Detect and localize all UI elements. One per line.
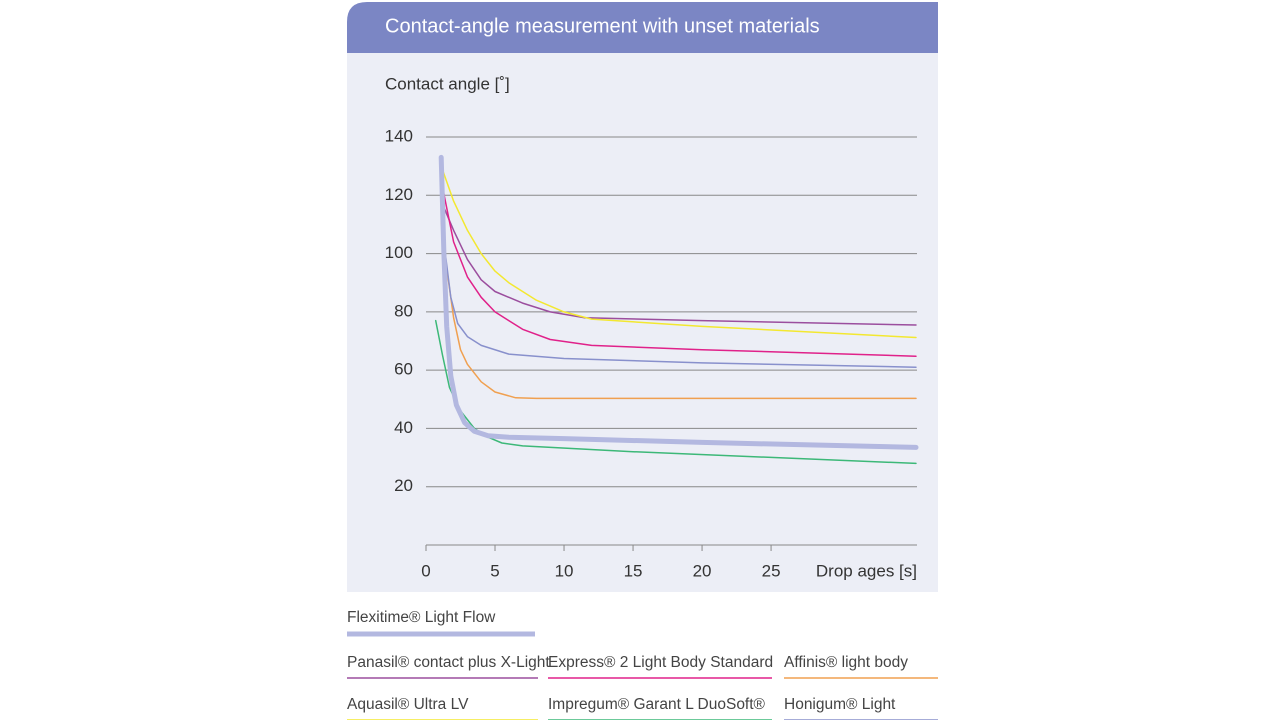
x-tick-label: 25 [762,561,781,580]
x-axis-label: Drop ages [s] [816,561,917,580]
x-tick-label: 20 [693,561,712,580]
legend-label: Express® 2 Light Body Standard [548,654,773,671]
legend-label: Honigum® Light [784,696,896,713]
header-band [347,2,938,53]
series-line [440,200,917,326]
x-tick-label: 0 [421,561,430,580]
y-tick-label: 140 [385,126,413,145]
y-tick-label: 120 [385,185,413,204]
legend-label: Flexitime® Light Flow [347,609,496,626]
series-line [440,188,917,368]
x-tick-label: 15 [624,561,643,580]
y-tick-label: 60 [394,360,413,379]
y-tick-label: 100 [385,243,413,262]
legend-label: Panasil® contact plus X-Light [347,654,550,671]
chart-title: Contact-angle measurement with unset mat… [385,15,820,37]
series-line [440,165,917,339]
y-tick-label: 20 [394,476,413,495]
series-line [440,179,917,357]
legend-label: Affinis® light body [784,654,908,671]
legend-label: Impregum® Garant L DuoSoft® [548,696,766,713]
legend-label: Aquasil® Ultra LV [347,696,469,713]
series-line [438,154,919,450]
y-tick-label: 80 [394,301,413,320]
y-axis-label: Contact angle [˚] [385,74,510,93]
y-tick-label: 40 [394,418,413,437]
x-tick-label: 5 [490,561,499,580]
x-tick-label: 10 [555,561,574,580]
